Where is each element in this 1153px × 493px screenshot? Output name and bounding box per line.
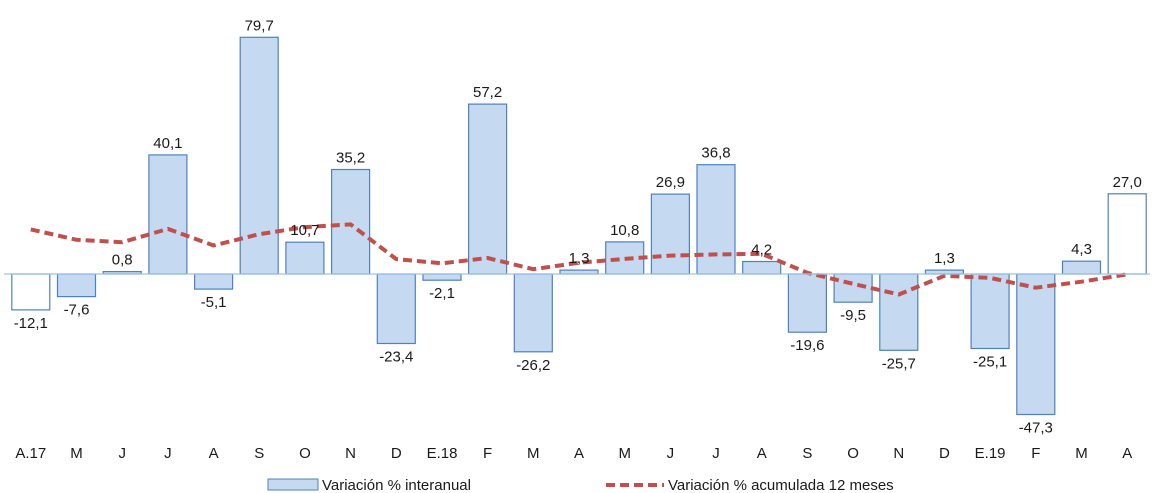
bar-value-label-11: -26,2 [516, 357, 550, 374]
bar-value-label-3: 40,1 [153, 135, 182, 152]
legend: Variación % interanual Variación % acumu… [267, 477, 894, 493]
bar-9 [422, 273, 462, 281]
bar-value-label-8: -23,4 [379, 349, 413, 366]
bar-value-label-17: -19,6 [790, 337, 824, 354]
bar-5 [239, 36, 279, 275]
bar-3 [148, 154, 188, 275]
x-tick-label-20: D [939, 445, 950, 462]
x-tick-label-14: J [667, 445, 675, 462]
bar-value-label-13: 10,8 [610, 222, 639, 239]
x-tick-label-12: A [574, 445, 584, 462]
bar-value-label-19: -25,7 [882, 355, 916, 372]
bar-8 [376, 273, 416, 345]
x-tick-label-5: S [254, 445, 264, 462]
bar-value-label-14: 26,9 [656, 174, 685, 191]
cumulative-line [30, 222, 1128, 297]
bar-value-label-2: 0,8 [112, 252, 133, 269]
bar-value-label-18: -9,5 [840, 307, 866, 324]
bar-1 [56, 273, 97, 298]
bar-22 [1016, 273, 1056, 416]
x-tick-label-2: J [118, 445, 126, 462]
bar-value-label-6: 10,7 [290, 222, 319, 239]
x-tick-label-21: E.19 [975, 445, 1006, 462]
bar-11 [513, 273, 553, 353]
bar-value-label-22: -47,3 [1019, 420, 1053, 437]
bar-value-label-23: 4,3 [1071, 241, 1092, 258]
x-tick-label-15: J [712, 445, 720, 462]
bar-value-label-15: 36,8 [701, 145, 730, 162]
x-tick-label-17: S [802, 445, 812, 462]
bar-value-label-1: -7,6 [64, 302, 90, 319]
data-label-layer: -12,1 -7,6 0,8 40,1 -5,1 79,7 10,7 35,2 -23,4 -2,… [14, 17, 1142, 436]
x-tick-label-9: E.18 [427, 445, 458, 462]
bar-10 [468, 103, 508, 275]
bar-23 [1061, 260, 1102, 275]
bar-value-label-9: -2,1 [429, 285, 455, 302]
x-tick-layer: A.17 M J J A S O N D E.18 F M A M J J A S O N D E.19 F M A [15, 445, 1132, 462]
x-tick-label-6: O [299, 445, 311, 462]
bar-value-label-21: -25,1 [973, 354, 1007, 371]
bar-value-label-12: 1,3 [569, 250, 590, 267]
bar-layer [11, 36, 1147, 416]
bar-0 [11, 273, 51, 311]
x-tick-label-19: N [893, 445, 904, 462]
x-tick-label-11: M [527, 445, 540, 462]
bar-value-label-24: 27,0 [1113, 174, 1142, 191]
x-tick-label-10: F [483, 445, 492, 462]
x-tick-label-24: A [1122, 445, 1132, 462]
x-tick-label-0: A.17 [15, 445, 46, 462]
bar-18 [833, 273, 873, 303]
x-tick-label-1: M [70, 445, 83, 462]
x-tick-label-16: A [757, 445, 767, 462]
bar-14 [650, 193, 691, 275]
bar-21 [970, 273, 1010, 350]
x-tick-label-3: J [164, 445, 172, 462]
bar-17 [787, 273, 828, 333]
bar-value-label-20: 1,3 [934, 250, 955, 267]
x-tick-label-18: O [847, 445, 859, 462]
bar-value-label-4: -5,1 [201, 294, 227, 311]
bar-24 [1107, 193, 1147, 275]
x-tick-label-7: N [345, 445, 356, 462]
bar-7 [331, 168, 371, 275]
x-tick-label-8: D [391, 445, 402, 462]
bar-value-label-5: 79,7 [245, 17, 274, 34]
bar-19 [879, 273, 919, 351]
bar-15 [696, 164, 736, 275]
bar-value-label-0: -12,1 [14, 315, 48, 332]
legend-bar-swatch [267, 478, 319, 491]
x-tick-label-4: A [209, 445, 219, 462]
x-tick-label-22: F [1031, 445, 1040, 462]
line-layer [30, 222, 1128, 297]
bar-value-label-7: 35,2 [336, 150, 365, 167]
bar-value-label-10: 57,2 [473, 84, 502, 101]
bar-6 [285, 241, 325, 275]
x-tick-label-13: M [618, 445, 631, 462]
bar-value-label-16: 4,2 [751, 242, 772, 259]
bar-4 [194, 273, 234, 290]
legend-line-label: Variación % acumulada 12 meses [668, 477, 894, 493]
bar-16 [742, 260, 782, 275]
legend-bar-label: Variación % interanual [322, 477, 471, 493]
x-tick-label-23: M [1075, 445, 1088, 462]
